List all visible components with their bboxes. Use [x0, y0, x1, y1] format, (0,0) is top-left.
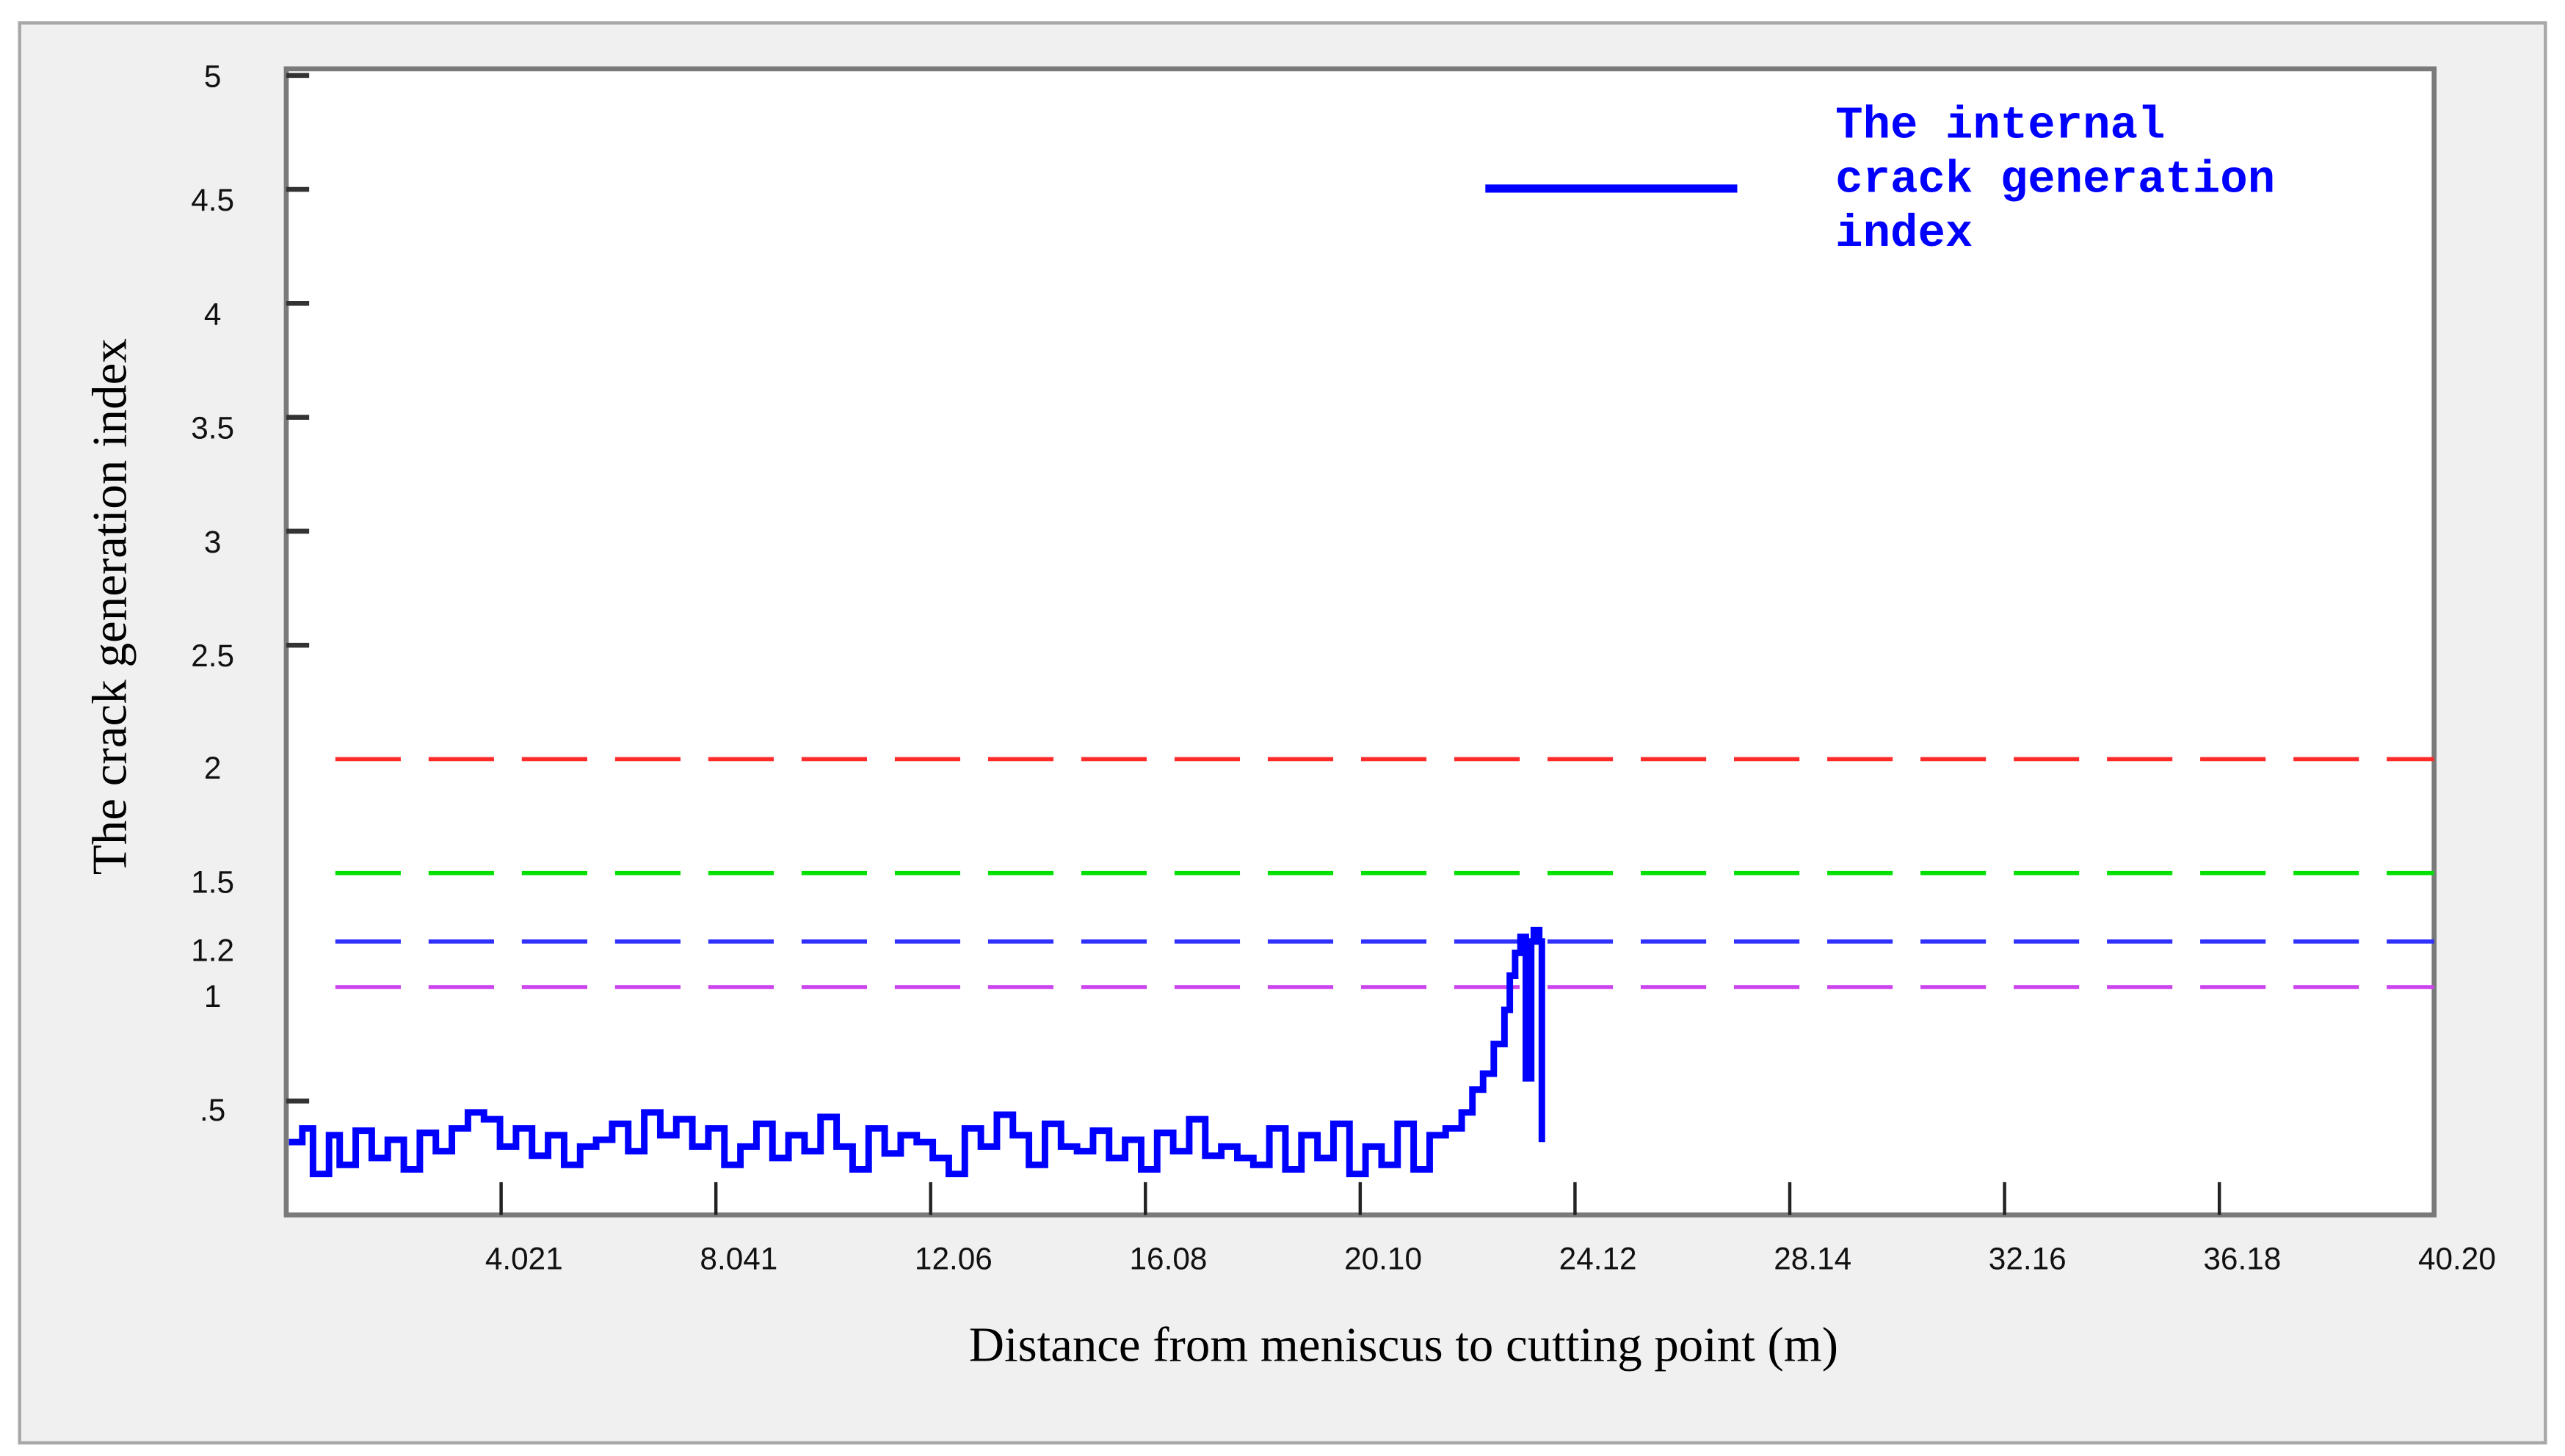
plot-area	[283, 66, 2437, 1217]
x-tick-label: 24.12	[1559, 1241, 1637, 1275]
x-tick-label: 20.10	[1344, 1241, 1422, 1275]
x-tick-label: 36.18	[2203, 1241, 2281, 1275]
x-tick-label: 16.08	[1130, 1241, 1208, 1275]
x-tick-label: 12.06	[915, 1241, 993, 1275]
legend: The internal crack generation index	[1485, 100, 2275, 260]
x-tick-label: 40.20	[2418, 1241, 2496, 1275]
y-tick-label: 2.5	[191, 638, 234, 673]
x-tick-label: 32.16	[1989, 1241, 2067, 1275]
legend-label-line-1: The internal	[1835, 100, 2165, 152]
y-tick-label: 3	[204, 525, 222, 559]
y-axis-title: The crack generation index	[83, 338, 137, 875]
crack-index-line	[289, 926, 1545, 1178]
y-tick-label: 1.2	[191, 933, 234, 968]
data-series	[289, 926, 1545, 1178]
legend-label-line-3: index	[1835, 208, 1973, 260]
y-tick-label: 5	[204, 59, 222, 93]
x-tick-label: 4.021	[485, 1241, 563, 1275]
legend-label-line-2: crack generation	[1835, 153, 2275, 205]
threshold-lines	[335, 757, 2434, 989]
y-tick-label: .5	[200, 1093, 225, 1127]
y-tick-label: 4.5	[191, 183, 234, 217]
y-tick-label: 2	[204, 751, 222, 785]
y-axis: 54.543.532.521.51.21.5	[191, 59, 310, 1127]
x-tick-label: 8.041	[700, 1241, 777, 1275]
y-tick-label: 1.5	[191, 864, 234, 899]
y-tick-label: 1	[204, 979, 222, 1013]
y-tick-label: 3.5	[191, 411, 234, 445]
x-tick-label: 28.14	[1774, 1241, 1851, 1275]
y-tick-label: 4	[204, 296, 222, 331]
x-axis: 4.021 8.041 12.06 16.08 20.10 24.12 28.14 32.16…	[485, 1182, 2496, 1275]
x-axis-title: Distance from meniscus to cutting point …	[969, 1317, 1838, 1372]
